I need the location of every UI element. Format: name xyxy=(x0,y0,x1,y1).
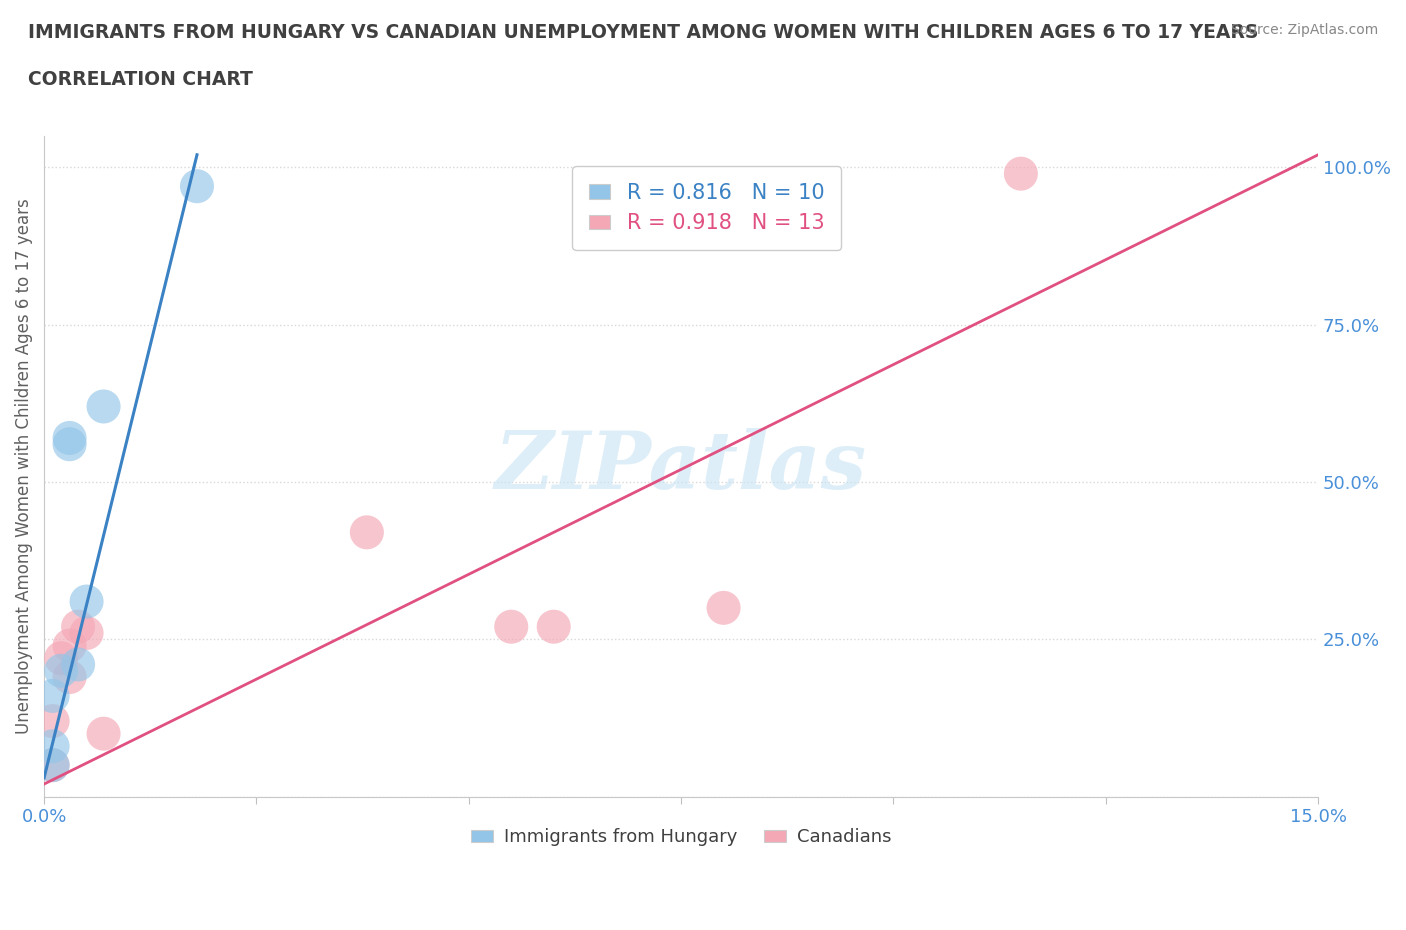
Legend: Immigrants from Hungary, Canadians: Immigrants from Hungary, Canadians xyxy=(464,821,898,854)
Point xyxy=(93,399,115,414)
Y-axis label: Unemployment Among Women with Children Ages 6 to 17 years: Unemployment Among Women with Children A… xyxy=(15,198,32,734)
Point xyxy=(76,594,98,609)
Text: IMMIGRANTS FROM HUNGARY VS CANADIAN UNEMPLOYMENT AMONG WOMEN WITH CHILDREN AGES : IMMIGRANTS FROM HUNGARY VS CANADIAN UNEM… xyxy=(28,23,1258,42)
Point xyxy=(41,758,63,773)
Point xyxy=(543,619,565,634)
Text: Source: ZipAtlas.com: Source: ZipAtlas.com xyxy=(1230,23,1378,37)
Point xyxy=(93,726,115,741)
Point xyxy=(58,638,80,653)
Point xyxy=(41,688,63,703)
Point xyxy=(41,758,63,773)
Point xyxy=(49,651,72,666)
Point xyxy=(76,626,98,641)
Point xyxy=(41,738,63,753)
Point xyxy=(1010,166,1032,181)
Point xyxy=(186,179,208,193)
Point xyxy=(58,431,80,445)
Point xyxy=(67,657,90,671)
Point xyxy=(501,619,523,634)
Point xyxy=(58,670,80,684)
Text: ZIPatlas: ZIPatlas xyxy=(495,428,868,505)
Point xyxy=(41,713,63,728)
Text: CORRELATION CHART: CORRELATION CHART xyxy=(28,70,253,88)
Point xyxy=(67,619,90,634)
Point xyxy=(713,601,735,616)
Point xyxy=(58,437,80,452)
Point xyxy=(356,525,378,539)
Point xyxy=(49,663,72,678)
